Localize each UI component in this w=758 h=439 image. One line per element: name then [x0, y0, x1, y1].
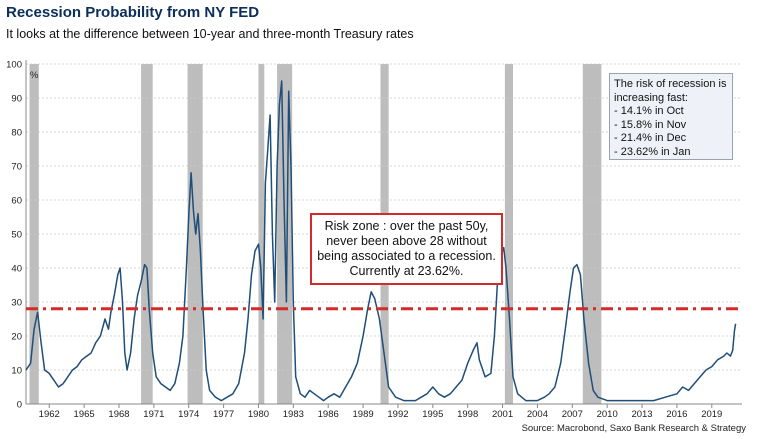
- x-tick-label: 1971: [143, 409, 164, 420]
- x-tick-label: 2001: [492, 409, 513, 420]
- note-line-1: The risk of recession is: [614, 78, 727, 90]
- source-note: Source: Macrobond, Saxo Bank Research & …: [521, 423, 746, 434]
- recession-band: [504, 64, 514, 404]
- x-tick-label: 1962: [39, 409, 60, 420]
- x-tick-label: 1995: [422, 409, 443, 420]
- risk-line-4: Currently at 23.62%.: [349, 264, 464, 278]
- risk-zone-annotation: Risk zone : over the past 50y, never bee…: [310, 213, 503, 285]
- x-tick-label: 1983: [283, 409, 304, 420]
- x-tick-label: 2016: [666, 409, 687, 420]
- x-tick-label: 1989: [353, 409, 374, 420]
- axes: 0 10 20 30 40 50 60 70 80 90 100% 1962 1965 1968 1971 1…: [6, 60, 742, 420]
- x-tick-label: 2010: [597, 409, 618, 420]
- x-tick-label: 1977: [213, 409, 234, 420]
- y-tick-label: 90: [11, 94, 22, 105]
- x-tick-label: 2019: [701, 409, 722, 420]
- x-tick-label: 1980: [248, 409, 269, 420]
- x-tick-label: 1998: [457, 409, 478, 420]
- x-tick-label: 1968: [108, 409, 129, 420]
- note-line-2: increasing fast:: [614, 91, 688, 104]
- note-line-3: - 14.1% in Oct: [614, 105, 684, 117]
- y-tick-label: 50: [11, 230, 22, 241]
- x-tick-label: 1986: [318, 409, 339, 420]
- recession-band: [258, 64, 265, 404]
- risk-line-3: being associated to a recession.: [317, 249, 496, 263]
- y-tick-label: 100: [6, 60, 22, 71]
- y-tick-label: 20: [11, 332, 22, 343]
- y-tick-label: 60: [11, 196, 22, 207]
- risk-line-2: never been above 28 without: [326, 234, 487, 248]
- x-tick-label: 1992: [387, 409, 408, 420]
- x-tick-label: 2004: [527, 409, 548, 420]
- y-tick-label: 0: [17, 400, 22, 411]
- y-tick-label: 70: [11, 162, 22, 173]
- series-layer: [25, 80, 737, 402]
- chart-subtitle: It looks at the difference between 10-ye…: [6, 27, 414, 41]
- note-line-4: - 15.8% in Nov: [614, 118, 687, 131]
- x-tick-label: 2013: [631, 409, 652, 420]
- y-tick-label: 30: [11, 298, 22, 309]
- y-tick-label: 40: [11, 264, 22, 275]
- y-tick-label: 10: [11, 366, 22, 377]
- recession-risk-note: The risk of recession is increasing fast…: [609, 73, 733, 160]
- x-tick-label: 2007: [562, 409, 583, 420]
- note-line-6: - 23.62% in Jan: [614, 145, 691, 158]
- y-axis-label: %: [30, 70, 39, 81]
- y-tick-label: 80: [11, 128, 22, 139]
- chart-title: Recession Probability from NY FED: [6, 4, 260, 21]
- x-tick-label: 1965: [74, 409, 95, 420]
- risk-line-1: Risk zone : over the past 50y,: [324, 219, 489, 233]
- note-line-5: - 21.4% in Dec: [614, 132, 687, 144]
- probability-series-line: [25, 80, 737, 402]
- recession-band: [582, 64, 602, 404]
- x-tick-label: 1974: [178, 409, 199, 420]
